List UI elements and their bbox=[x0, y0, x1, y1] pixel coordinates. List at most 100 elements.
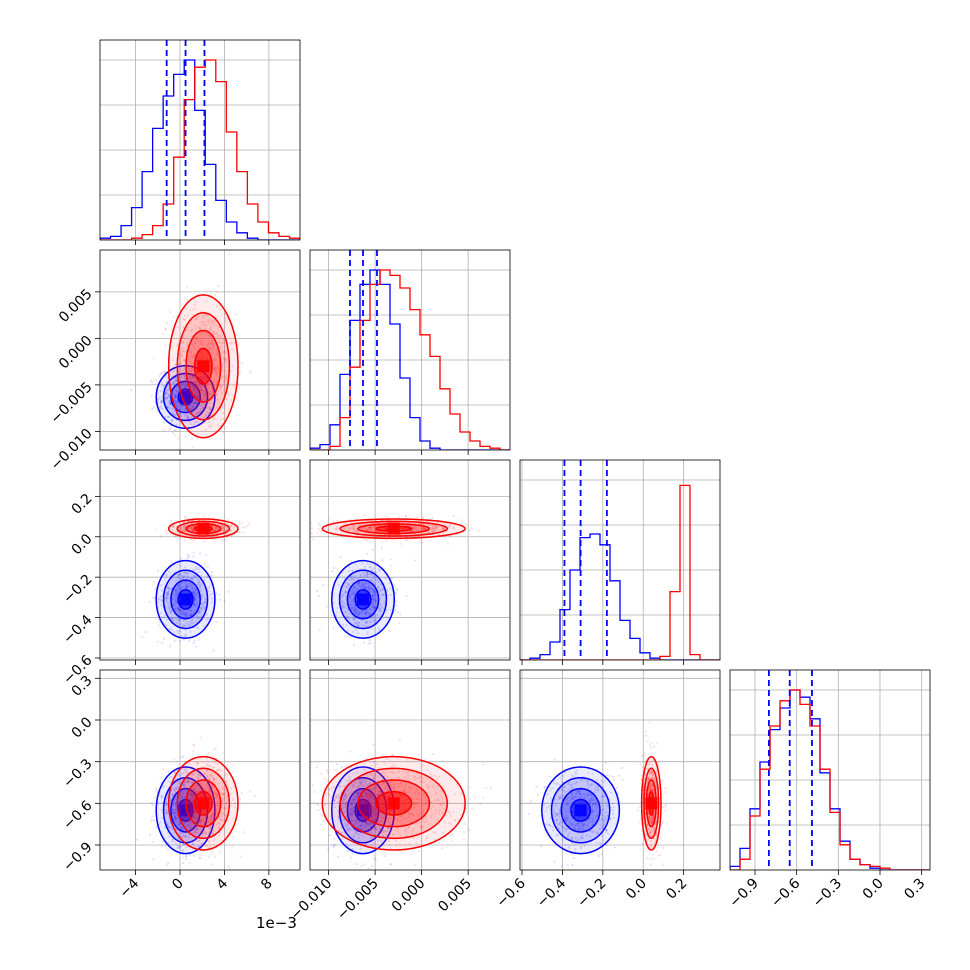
scatter-point bbox=[187, 555, 190, 558]
scatter-point bbox=[185, 612, 188, 615]
scatter-point bbox=[196, 567, 199, 571]
scatter-point bbox=[422, 527, 426, 530]
scatter-point bbox=[186, 585, 190, 588]
scatter-point bbox=[181, 346, 184, 350]
scatter-point bbox=[189, 614, 192, 617]
scatter-point bbox=[195, 626, 198, 629]
scatter-point bbox=[192, 551, 195, 554]
scatter-point bbox=[373, 593, 376, 597]
scatter-point bbox=[373, 614, 376, 617]
scatter-point bbox=[397, 611, 400, 614]
scatter-point bbox=[209, 817, 212, 820]
scatter-point bbox=[189, 583, 192, 586]
scatter-point bbox=[135, 838, 139, 841]
scatter-point bbox=[183, 795, 186, 798]
scatter-point bbox=[365, 611, 368, 614]
scatter-point bbox=[198, 384, 201, 387]
scatter-point bbox=[220, 806, 224, 809]
scatter-point bbox=[158, 374, 161, 377]
scatter-point bbox=[199, 408, 202, 411]
scatter-point bbox=[204, 832, 207, 835]
scatter-point bbox=[201, 320, 204, 323]
scatter-point bbox=[227, 865, 230, 868]
scatter-point bbox=[233, 385, 236, 388]
scatter-point bbox=[208, 764, 212, 767]
scatter-point bbox=[372, 818, 375, 822]
scatter-point bbox=[210, 381, 213, 384]
scatter-point bbox=[365, 821, 368, 825]
scatter-point bbox=[366, 562, 369, 565]
scatter-point bbox=[210, 340, 214, 343]
scatter-point bbox=[179, 845, 182, 848]
scatter-point bbox=[189, 797, 192, 801]
scatter-point bbox=[204, 392, 207, 395]
scatter-point bbox=[433, 527, 437, 531]
scatter-point bbox=[167, 841, 170, 844]
scatter-point bbox=[172, 592, 175, 595]
scatter-point bbox=[355, 589, 358, 593]
scatter-point bbox=[200, 819, 203, 822]
scatter-point bbox=[202, 843, 205, 846]
scatter-point bbox=[176, 606, 179, 609]
scatter-point bbox=[350, 807, 353, 810]
scatter-point bbox=[189, 827, 192, 830]
scatter-point bbox=[435, 527, 438, 530]
scatter-point bbox=[174, 363, 177, 366]
scatter-point bbox=[431, 516, 434, 519]
scatter-point bbox=[191, 780, 194, 783]
scatter-point bbox=[366, 632, 369, 636]
scatter-point bbox=[161, 767, 165, 771]
scatter-point bbox=[366, 572, 370, 575]
scatter-point bbox=[336, 519, 339, 522]
scatter-point bbox=[188, 821, 192, 824]
scatter-point bbox=[353, 586, 357, 589]
scatter-point bbox=[183, 530, 186, 533]
scatter-point bbox=[209, 335, 212, 338]
scatter-point bbox=[179, 588, 182, 591]
scatter-point bbox=[184, 635, 188, 638]
scatter-point bbox=[173, 594, 176, 598]
scatter-point bbox=[350, 590, 353, 593]
scatter-point bbox=[193, 830, 197, 833]
scatter-point bbox=[215, 332, 219, 335]
scatter-point bbox=[203, 416, 206, 419]
scatter-point bbox=[186, 585, 189, 588]
scatter-point bbox=[177, 591, 180, 594]
scatter-point bbox=[171, 811, 174, 815]
scatter-point bbox=[181, 790, 184, 793]
scatter-point bbox=[352, 585, 355, 588]
scatter-point bbox=[166, 592, 169, 595]
scatter-point bbox=[171, 419, 174, 422]
scatter-point bbox=[188, 821, 191, 824]
scatter-point bbox=[452, 515, 455, 518]
scatter-point bbox=[372, 760, 376, 764]
scatter-point bbox=[382, 593, 385, 597]
contour-line bbox=[155, 559, 216, 639]
scatter-point bbox=[424, 527, 427, 530]
scatter-point bbox=[217, 826, 220, 829]
scatter-point bbox=[173, 639, 176, 642]
scatter-point bbox=[174, 815, 177, 819]
scatter-point bbox=[207, 764, 210, 768]
contour-line bbox=[167, 755, 239, 851]
scatter-point bbox=[177, 584, 181, 587]
scatter-point bbox=[418, 539, 421, 543]
scatter-point bbox=[187, 806, 190, 809]
scatter-point bbox=[183, 575, 186, 578]
scatter-point bbox=[233, 786, 236, 789]
scatter-point bbox=[211, 383, 214, 387]
scatter-point bbox=[215, 290, 218, 293]
scatter-point bbox=[159, 612, 163, 615]
scatter-point bbox=[190, 794, 193, 798]
scatter-point bbox=[348, 595, 351, 598]
scatter-point bbox=[197, 388, 201, 391]
scatter-point bbox=[354, 609, 357, 612]
scatter-point bbox=[215, 592, 218, 595]
scatter-point bbox=[200, 609, 203, 612]
scatter-point bbox=[341, 803, 344, 806]
scatter-point bbox=[160, 584, 163, 587]
scatter-point bbox=[217, 768, 220, 772]
contour-line bbox=[167, 294, 239, 439]
scatter-point bbox=[172, 810, 176, 814]
scatter-point bbox=[419, 528, 422, 531]
